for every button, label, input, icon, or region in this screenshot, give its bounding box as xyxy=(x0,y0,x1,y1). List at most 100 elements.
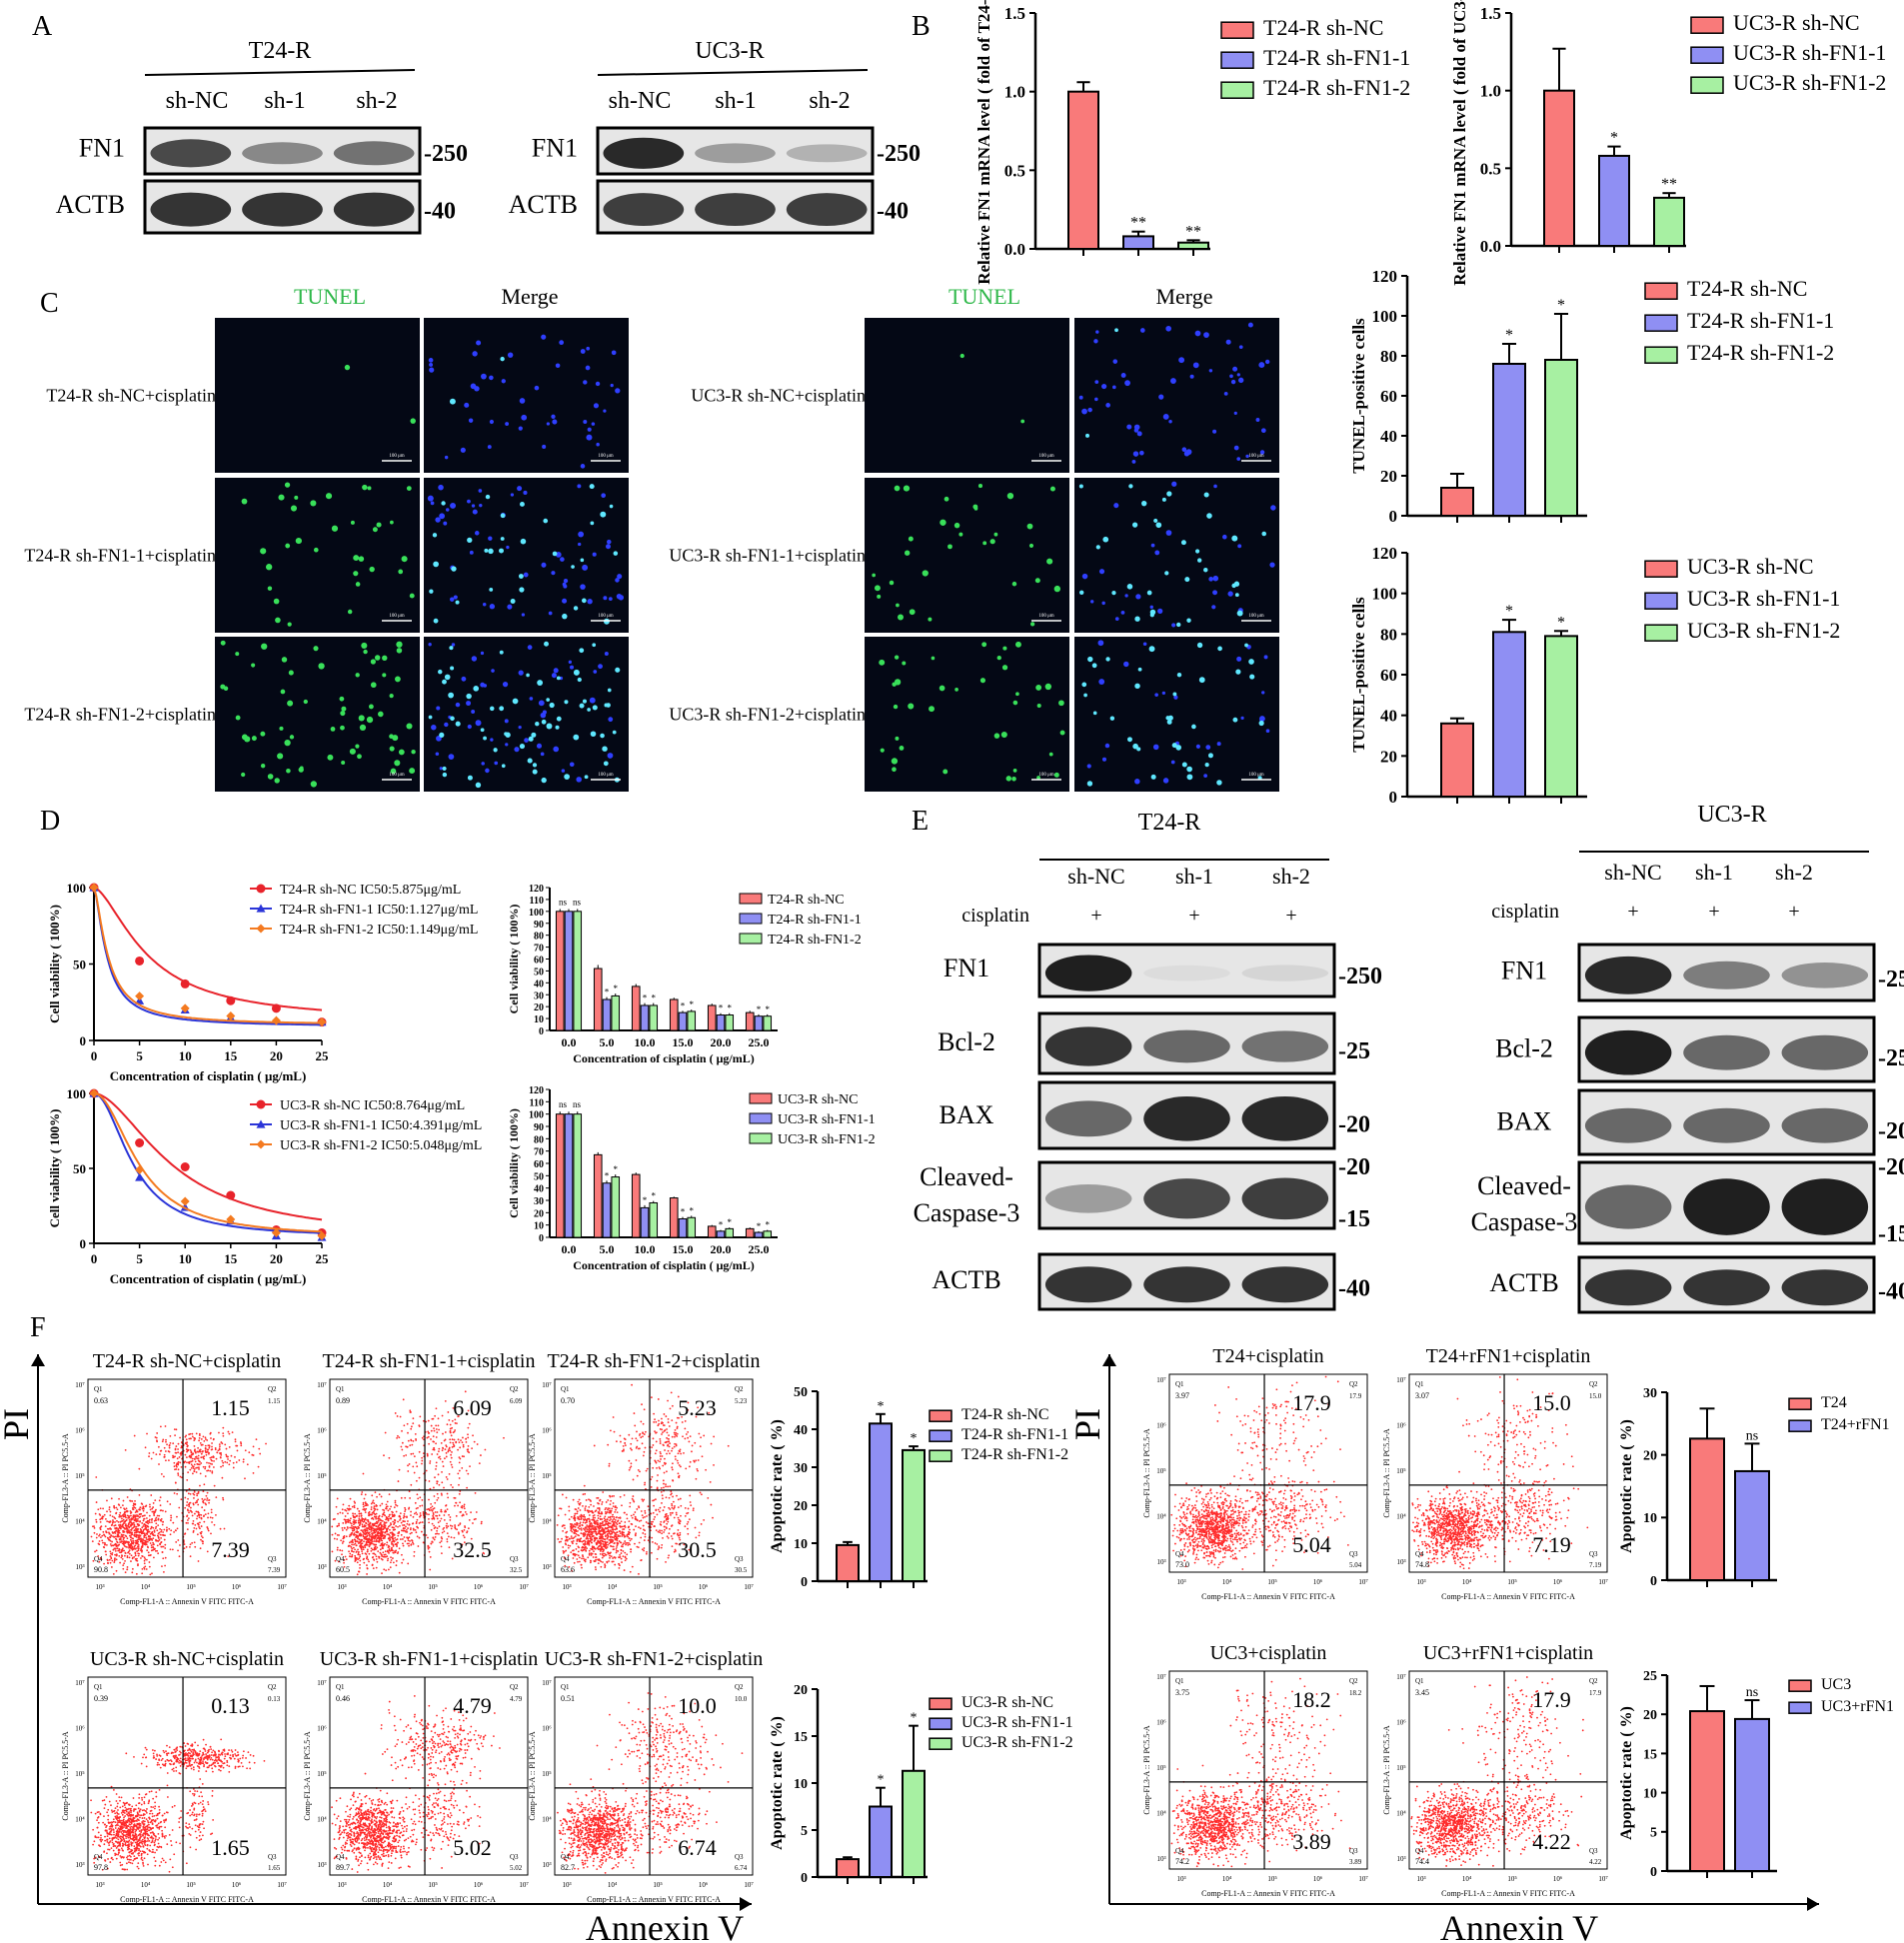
event-dot xyxy=(415,1433,417,1435)
nucleus-dot xyxy=(428,496,434,502)
protein-band xyxy=(1143,1096,1230,1141)
event-dot xyxy=(664,1449,666,1451)
event-dot xyxy=(199,1437,201,1439)
event-dot xyxy=(210,1432,212,1434)
nucleus-dot xyxy=(431,725,436,730)
tunel-dot xyxy=(960,354,964,358)
event-dot xyxy=(392,1540,394,1542)
event-dot xyxy=(389,1508,391,1510)
event-dot xyxy=(102,1531,104,1533)
event-dot xyxy=(155,1526,157,1528)
nucleus-dot xyxy=(553,747,559,753)
event-dot xyxy=(203,1500,205,1502)
row-label: ACTB xyxy=(56,190,125,219)
tunel-dot xyxy=(1050,487,1055,492)
event-dot xyxy=(129,1535,131,1537)
event-dot xyxy=(432,1523,434,1525)
event-dot xyxy=(406,1536,408,1538)
legend-label: T24-R sh-FN1-1 xyxy=(1263,45,1410,70)
protein-band xyxy=(151,193,232,227)
event-dot xyxy=(211,1446,213,1448)
event-dot xyxy=(106,1544,108,1546)
protein-band xyxy=(604,193,685,226)
event-dot xyxy=(458,1531,460,1533)
event-dot xyxy=(203,1458,205,1460)
event-dot xyxy=(401,1529,403,1531)
event-dot xyxy=(350,1517,352,1519)
x-tick-label: 5.0 xyxy=(600,1035,615,1049)
event-dot xyxy=(364,1528,366,1530)
event-dot xyxy=(402,1520,404,1522)
event-dot xyxy=(468,1445,470,1447)
event-dot xyxy=(404,1513,406,1515)
tunel-dot xyxy=(1002,665,1007,670)
event-dot xyxy=(400,1538,402,1540)
event-dot xyxy=(436,1465,438,1467)
nucleus-dot xyxy=(583,380,587,384)
event-dot xyxy=(114,1536,116,1538)
apoptotic-nucleus-dot xyxy=(529,737,534,742)
event-dot xyxy=(98,1543,100,1545)
event-dot xyxy=(116,1553,118,1555)
event-dot xyxy=(452,1486,454,1488)
event-dot xyxy=(395,1550,397,1552)
event-dot xyxy=(377,1509,379,1511)
tunel-dot xyxy=(235,652,239,656)
event-dot xyxy=(160,1450,162,1452)
event-dot xyxy=(451,1464,453,1466)
event-dot xyxy=(179,1437,181,1439)
event-dot xyxy=(637,1475,639,1477)
event-dot xyxy=(387,1559,389,1561)
event-dot xyxy=(401,1522,403,1524)
event-dot xyxy=(193,1530,195,1532)
event-dot xyxy=(103,1533,105,1535)
nucleus-dot xyxy=(1162,692,1165,695)
event-dot xyxy=(644,1484,646,1486)
nucleus-dot xyxy=(1217,742,1221,746)
data-point xyxy=(135,1138,144,1147)
event-dot xyxy=(462,1514,464,1516)
event-dot xyxy=(384,1514,386,1516)
nucleus-dot xyxy=(521,415,527,421)
nucleus-dot xyxy=(1236,657,1241,662)
event-dot xyxy=(713,1436,715,1438)
event-dot xyxy=(166,1527,168,1529)
event-dot xyxy=(192,1452,194,1454)
nucleus-dot xyxy=(1258,362,1264,368)
event-dot xyxy=(125,1571,127,1573)
event-dot xyxy=(433,1418,435,1420)
event-dot xyxy=(365,1522,367,1524)
event-dot xyxy=(198,1451,200,1453)
event-dot xyxy=(367,1549,369,1551)
event-dot xyxy=(576,1558,578,1560)
fit-curve xyxy=(94,1093,322,1233)
event-dot xyxy=(660,1455,662,1457)
nucleus-dot xyxy=(1222,535,1227,540)
event-dot xyxy=(610,1522,612,1524)
event-dot xyxy=(398,1480,400,1482)
event-dot xyxy=(642,1532,644,1534)
nucleus-dot xyxy=(528,645,533,650)
mw-marker: -25 xyxy=(1878,1045,1904,1071)
event-dot xyxy=(143,1523,145,1525)
event-dot xyxy=(199,1522,201,1524)
event-dot xyxy=(475,1518,477,1520)
event-dot xyxy=(139,1506,141,1508)
tunel-dot xyxy=(397,648,403,654)
event-dot xyxy=(703,1519,705,1521)
tunel-dot xyxy=(1037,686,1041,690)
tunel-dot xyxy=(1030,622,1034,626)
event-dot xyxy=(200,1514,202,1516)
event-dot xyxy=(144,1560,146,1562)
event-dot xyxy=(387,1528,389,1530)
event-dot xyxy=(503,1437,505,1439)
event-dot xyxy=(392,1557,394,1559)
event-dot xyxy=(561,1538,563,1540)
event-dot xyxy=(651,1537,653,1539)
event-dot xyxy=(94,1551,96,1553)
treatment-mark: + xyxy=(1708,901,1719,923)
event-dot xyxy=(97,1508,99,1510)
apoptotic-nucleus-dot xyxy=(493,748,497,752)
protein-band xyxy=(1585,1108,1672,1143)
event-dot xyxy=(169,1451,171,1453)
